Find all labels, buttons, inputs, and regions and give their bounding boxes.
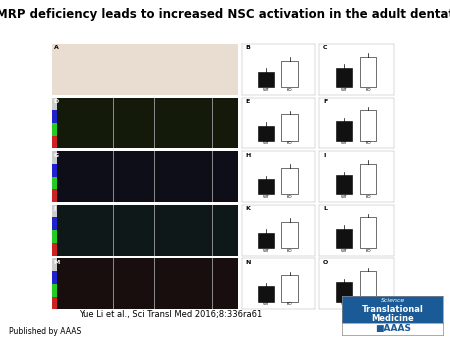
Text: J: J <box>54 206 56 211</box>
Bar <box>52 284 57 296</box>
Bar <box>52 123 57 136</box>
Text: Published by AAAS: Published by AAAS <box>9 327 81 336</box>
Bar <box>52 151 57 164</box>
Text: WT: WT <box>263 141 269 145</box>
Bar <box>154 205 155 256</box>
Bar <box>185 205 186 256</box>
Text: WT: WT <box>263 88 269 92</box>
Text: Science: Science <box>381 298 405 303</box>
Text: KO: KO <box>365 195 371 199</box>
Bar <box>185 151 186 202</box>
Bar <box>52 136 57 148</box>
Text: KO: KO <box>365 88 371 92</box>
Bar <box>113 258 114 309</box>
Text: E: E <box>245 99 250 104</box>
Bar <box>154 151 155 202</box>
Text: Medicine: Medicine <box>371 314 414 323</box>
Text: Fig. 1. FMRP deficiency leads to increased NSC activation in the adult dentate g: Fig. 1. FMRP deficiency leads to increas… <box>0 8 450 21</box>
Text: ■AAAS: ■AAAS <box>374 324 410 333</box>
Text: I: I <box>323 153 325 158</box>
Bar <box>52 189 57 202</box>
Text: Yue Li et al., Sci Transl Med 2016;8:336ra61: Yue Li et al., Sci Transl Med 2016;8:336… <box>79 310 263 319</box>
Text: WT: WT <box>263 195 269 199</box>
Text: WT: WT <box>341 195 347 199</box>
Text: O: O <box>323 260 328 265</box>
Bar <box>52 164 57 176</box>
Bar <box>113 98 114 148</box>
Bar <box>52 271 57 284</box>
Bar <box>52 176 57 189</box>
Text: KO: KO <box>287 302 292 306</box>
Bar <box>113 151 114 202</box>
Text: F: F <box>323 99 328 104</box>
Text: A: A <box>54 46 58 50</box>
Text: K: K <box>245 206 250 211</box>
Text: KO: KO <box>365 249 371 252</box>
Text: L: L <box>323 206 327 211</box>
Text: KO: KO <box>287 195 292 199</box>
Bar <box>185 258 186 309</box>
Bar <box>52 217 57 230</box>
Text: WT: WT <box>341 249 347 252</box>
Bar <box>154 258 155 309</box>
Text: WT: WT <box>263 249 269 252</box>
Text: KO: KO <box>287 88 292 92</box>
Text: KO: KO <box>365 302 371 306</box>
Text: B: B <box>245 46 250 50</box>
Bar <box>52 98 57 110</box>
Text: N: N <box>245 260 251 265</box>
Text: WT: WT <box>341 302 347 306</box>
Bar <box>52 258 57 271</box>
Text: G: G <box>54 153 59 158</box>
Text: C: C <box>323 46 328 50</box>
Bar <box>52 205 57 217</box>
Text: Translational: Translational <box>362 305 423 314</box>
Text: KO: KO <box>365 141 371 145</box>
Bar <box>113 205 114 256</box>
Bar <box>52 243 57 256</box>
Bar <box>52 230 57 243</box>
Text: H: H <box>245 153 251 158</box>
Text: KO: KO <box>287 141 292 145</box>
Text: WT: WT <box>341 88 347 92</box>
Text: WT: WT <box>263 302 269 306</box>
Bar <box>52 110 57 123</box>
Text: WT: WT <box>341 141 347 145</box>
Text: D: D <box>54 99 59 104</box>
Text: KO: KO <box>287 249 292 252</box>
Bar <box>154 98 155 148</box>
Text: M: M <box>54 260 60 265</box>
Bar <box>185 98 186 148</box>
Bar <box>52 296 57 309</box>
